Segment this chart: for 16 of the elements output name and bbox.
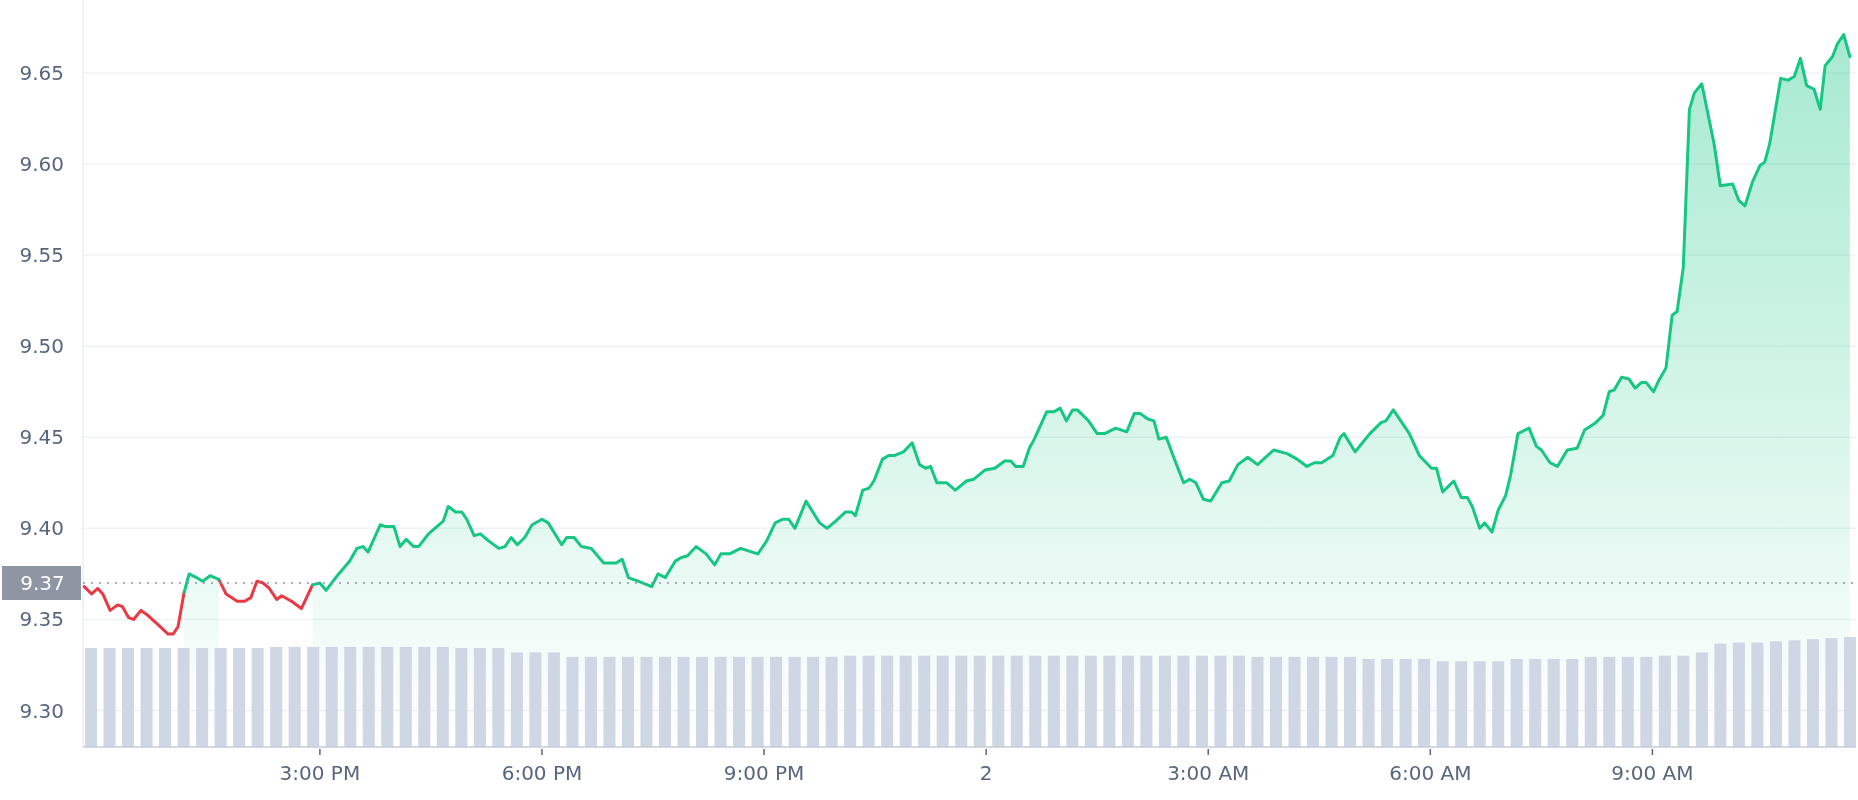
x-tick-label: 6:00 PM (501, 761, 583, 785)
y-tick-label: 9.60 (19, 151, 64, 176)
y-tick-label: 9.65 (19, 60, 64, 85)
x-tick-label: 3:00 AM (1167, 761, 1250, 785)
x-tick-label: 9:00 AM (1611, 761, 1694, 785)
x-tick-label: 6:00 AM (1389, 761, 1472, 785)
y-tick-label: 9.35 (19, 607, 64, 632)
x-tick-label: 3:00 PM (279, 761, 361, 785)
ref-line-label: 9.37 (20, 571, 65, 596)
y-tick-label: 9.30 (19, 698, 64, 723)
x-tick-label: 9:00 PM (723, 761, 805, 785)
y-tick-label: 9.45 (19, 425, 64, 450)
y-tick-label: 9.55 (19, 243, 64, 268)
y-tick-label: 9.40 (19, 516, 64, 541)
x-tick-label: 2 (979, 761, 993, 785)
y-tick-label: 9.50 (19, 334, 64, 359)
